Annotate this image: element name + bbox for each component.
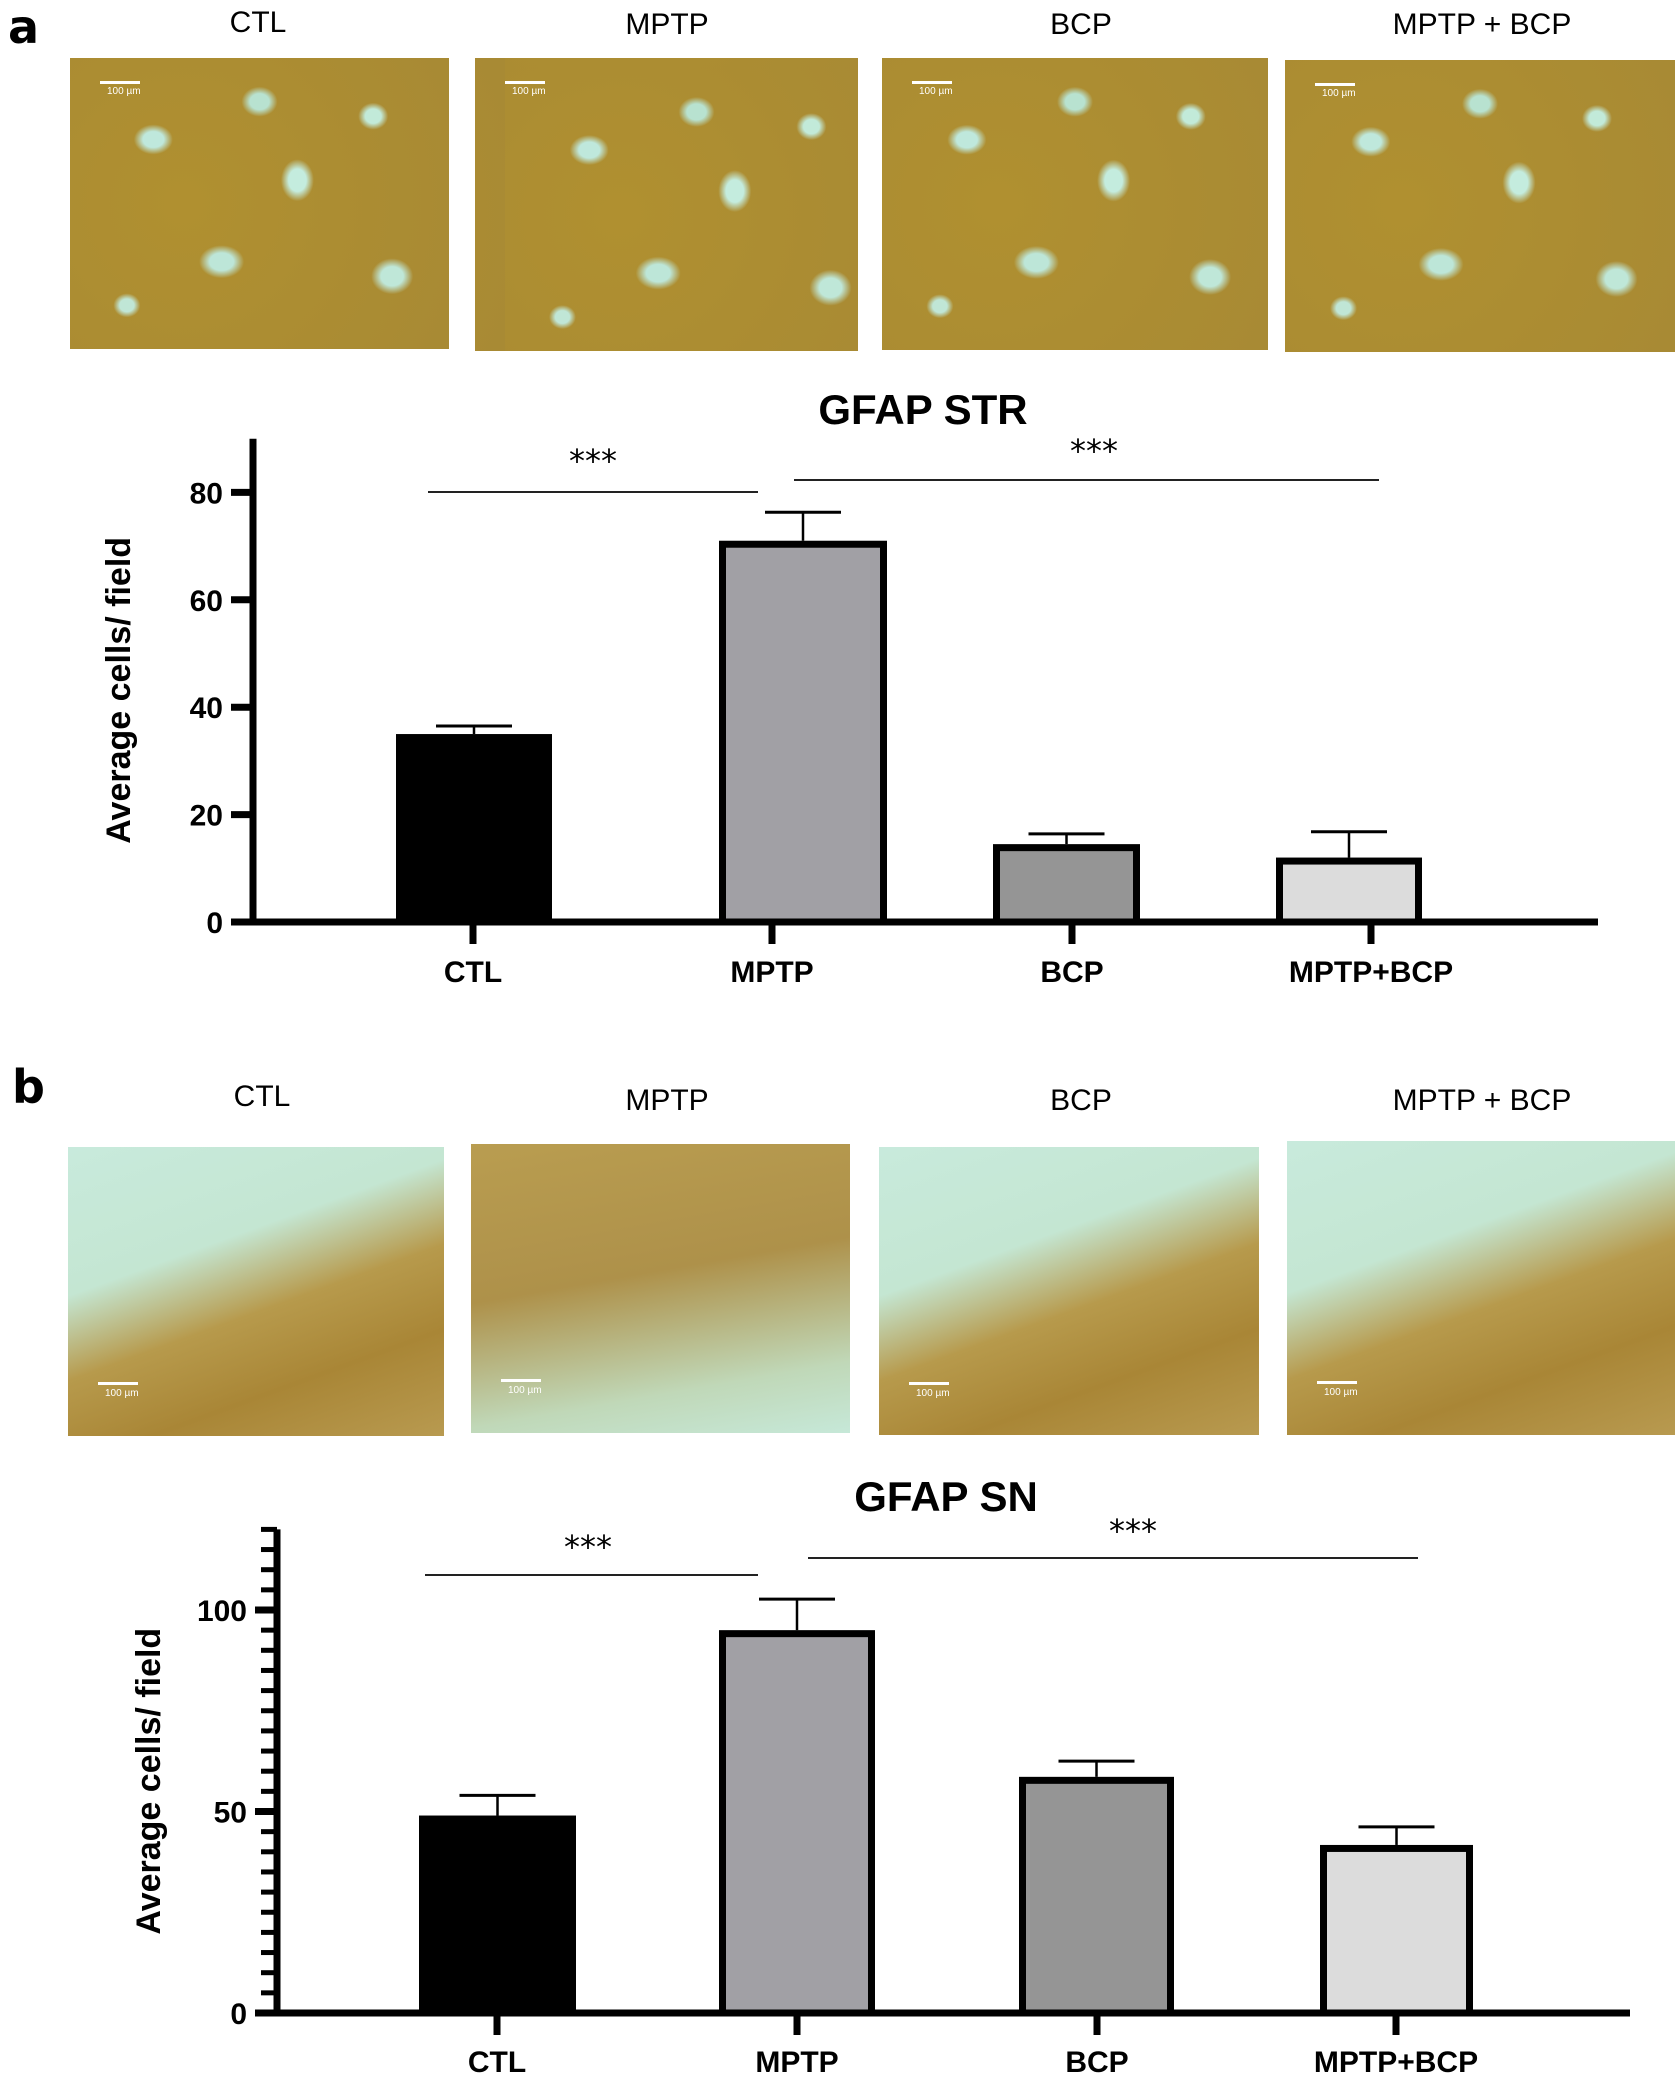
scale-bar-label: 100 µm — [919, 86, 953, 97]
y-tick-label: 40 — [190, 692, 223, 725]
x-tick-label: MPTP+BCP — [1289, 956, 1453, 989]
bar-ctl — [419, 1815, 576, 2013]
significance-stars: *** — [569, 442, 617, 480]
significance-stars: *** — [564, 1528, 612, 1566]
bar-mptp-bcp — [1320, 1844, 1473, 2017]
bar-mptp-bcp — [1276, 857, 1422, 926]
scale-bar — [1317, 1381, 1357, 1384]
x-tick-label: CTL — [444, 956, 502, 989]
y-tick-label: 80 — [190, 477, 223, 510]
scale-bar — [909, 1382, 949, 1385]
scale-bar — [100, 81, 140, 84]
bar-bcp — [993, 844, 1140, 926]
micrograph-sn-mptp: 100 µm — [471, 1144, 850, 1433]
bar-chart-gfap-str: 0 20 40 60 80 Average cells/ field CTL MPTP BCP M… — [100, 432, 1598, 989]
x-tick-label: BCP — [1065, 2046, 1128, 2076]
group-label-mptp-bcp: MPTP + BCP — [1392, 1084, 1572, 1117]
panel-letter-b: b — [12, 1060, 45, 1114]
y-tick-label: 60 — [190, 585, 223, 618]
micrograph-str-mptp: 100 µm — [475, 58, 858, 351]
group-label-mptp-bcp: MPTP + BCP — [1392, 8, 1572, 41]
scale-bar — [912, 81, 952, 84]
x-tick-label: MPTP+BCP — [1314, 2046, 1478, 2076]
bar-bcp — [1019, 1776, 1174, 2017]
scale-bar-label: 100 µm — [512, 86, 546, 97]
bar-mptp — [719, 540, 887, 926]
group-label-ctl: CTL — [233, 1080, 291, 1113]
scale-bar — [98, 1382, 138, 1385]
chart-title-str: GFAP STR — [818, 386, 1028, 433]
y-tick-label: 50 — [214, 1797, 247, 1830]
micrograph-str-bcp: 100 µm — [882, 58, 1268, 350]
scale-bar-label: 100 µm — [105, 1388, 139, 1399]
micrograph-sn-mptp-bcp: 100 µm — [1287, 1141, 1675, 1435]
group-label-bcp: BCP — [1050, 1084, 1112, 1117]
bar-chart-gfap-sn: 0 50 100 Average cells/ field CTL MPTP BCP MPTP… — [130, 1512, 1630, 2076]
bar-ctl — [396, 734, 552, 922]
y-tick-label: 0 — [206, 907, 223, 940]
scale-bar — [505, 81, 545, 84]
group-label-mptp: MPTP — [625, 1084, 709, 1117]
group-label-bcp: BCP — [1050, 8, 1112, 41]
scale-bar-label: 100 µm — [508, 1385, 542, 1396]
chart-title-sn: GFAP SN — [854, 1473, 1038, 1520]
micrograph-str-ctl: 100 µm — [70, 58, 449, 349]
y-axis-label: Average cells/ field — [100, 537, 138, 844]
x-tick-label: MPTP — [730, 956, 813, 989]
group-label-mptp: MPTP — [625, 8, 709, 41]
scale-bar-label: 100 µm — [1324, 1387, 1358, 1398]
panel-letter-a: a — [8, 0, 40, 54]
scale-bar-label: 100 µm — [107, 86, 141, 97]
scale-bar — [1315, 83, 1355, 86]
micrograph-str-mptp-bcp: 100 µm — [1285, 60, 1675, 352]
bar-mptp — [719, 1630, 875, 2017]
significance-stars: *** — [1070, 432, 1118, 470]
y-tick-label: 20 — [190, 800, 223, 833]
micrograph-sn-ctl: 100 µm — [68, 1147, 444, 1436]
scale-bar — [501, 1379, 541, 1382]
group-label-ctl: CTL — [229, 6, 287, 39]
significance-stars: *** — [1109, 1512, 1157, 1550]
y-tick-label: 100 — [197, 1595, 247, 1628]
micrograph-sn-bcp: 100 µm — [879, 1147, 1259, 1435]
y-tick-label: 0 — [230, 1998, 247, 2031]
scale-bar-label: 100 µm — [1322, 88, 1356, 99]
x-tick-label: CTL — [468, 2046, 526, 2076]
x-tick-label: BCP — [1040, 956, 1103, 989]
x-tick-label: MPTP — [755, 2046, 838, 2076]
scale-bar-label: 100 µm — [916, 1388, 950, 1399]
y-axis-label: Average cells/ field — [130, 1628, 168, 1935]
